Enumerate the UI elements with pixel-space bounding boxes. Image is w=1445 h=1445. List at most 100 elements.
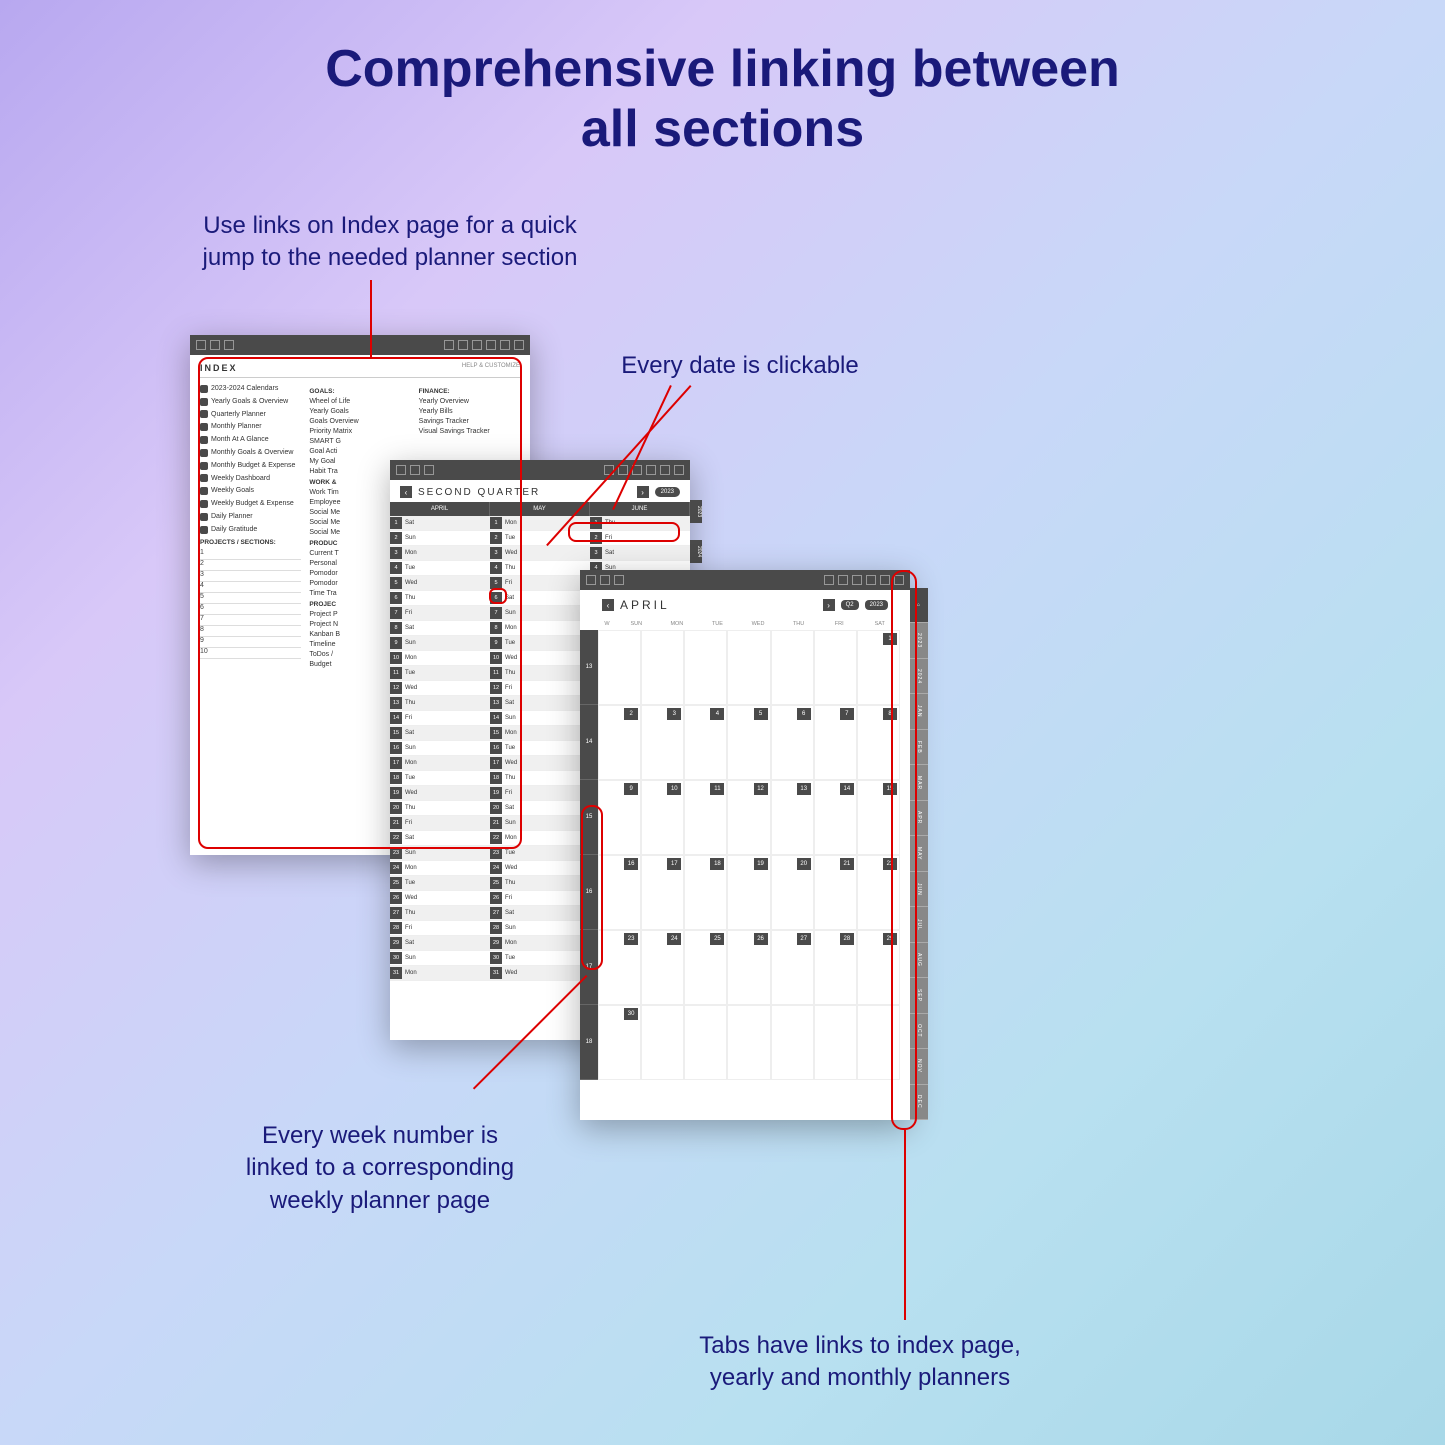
calendar-cell[interactable]: 27 (771, 930, 814, 1005)
calendar-cell[interactable] (771, 1005, 814, 1080)
day-link[interactable]: 13Thu (390, 696, 490, 711)
side-tab[interactable]: 2024 (910, 659, 928, 694)
day-link[interactable]: 21Sun (490, 816, 590, 831)
index-link[interactable]: Monthly Goals & Overview (200, 448, 301, 458)
calendar-cell[interactable]: 20 (771, 855, 814, 930)
calendar-cell[interactable]: 26 (727, 930, 770, 1005)
calendar-cell[interactable]: 1 (857, 630, 900, 705)
index-link[interactable]: Wheel of Life (309, 398, 410, 405)
day-link[interactable]: 27Thu (390, 906, 490, 921)
calendar-cell[interactable]: 18 (684, 855, 727, 930)
calendar-cell[interactable]: 8 (857, 705, 900, 780)
side-tab[interactable]: FEB (910, 730, 928, 765)
project-line[interactable]: 4 (200, 582, 301, 593)
day-link[interactable]: 31Mon (390, 966, 490, 981)
next-arrow[interactable]: › (637, 486, 649, 498)
day-link[interactable]: 20Thu (390, 801, 490, 816)
calendar-cell[interactable] (641, 630, 684, 705)
project-line[interactable]: 7 (200, 615, 301, 626)
week-number[interactable]: 13 (580, 630, 598, 705)
calendar-cell[interactable] (857, 1005, 900, 1080)
side-tab[interactable]: MAY (910, 836, 928, 871)
day-link[interactable]: 9Sun (390, 636, 490, 651)
calendar-cell[interactable] (814, 630, 857, 705)
day-link[interactable]: 22Sat (390, 831, 490, 846)
day-link[interactable]: 26Fri (490, 891, 590, 906)
month-header[interactable]: JUNE (590, 502, 690, 516)
side-tab[interactable]: 2023 (690, 500, 702, 523)
side-tab[interactable]: APR (910, 801, 928, 836)
day-link[interactable]: 6Thu (390, 591, 490, 606)
day-link[interactable]: 29Mon (490, 936, 590, 951)
calendar-cell[interactable] (727, 1005, 770, 1080)
side-tab[interactable]: DEC (910, 1085, 928, 1120)
calendar-cell[interactable] (727, 630, 770, 705)
day-link[interactable]: 2Fri (590, 531, 690, 546)
day-link[interactable]: 17Wed (490, 756, 590, 771)
day-link[interactable]: 11Thu (490, 666, 590, 681)
day-link[interactable]: 3Mon (390, 546, 490, 561)
calendar-cell[interactable]: 28 (814, 930, 857, 1005)
calendar-cell[interactable]: 10 (641, 780, 684, 855)
day-link[interactable]: 7Fri (390, 606, 490, 621)
help-link[interactable]: HELP & CUSTOMIZE (462, 363, 520, 373)
day-link[interactable]: 16Tue (490, 741, 590, 756)
calendar-cell[interactable]: 19 (727, 855, 770, 930)
project-line[interactable]: 3 (200, 571, 301, 582)
side-tab[interactable]: AUG (910, 943, 928, 978)
week-number[interactable]: 16 (580, 855, 598, 930)
year-badge[interactable]: 2023 (865, 600, 888, 610)
project-line[interactable]: 1 (200, 549, 301, 560)
quarter-badge[interactable]: Q2 (841, 600, 859, 610)
index-link[interactable]: Quarterly Planner (200, 410, 301, 420)
month-header[interactable]: APRIL (390, 502, 490, 516)
index-link[interactable]: SMART G (309, 438, 410, 445)
week-number[interactable]: 17 (580, 930, 598, 1005)
index-link[interactable]: Goals Overview (309, 418, 410, 425)
index-link[interactable]: Goal Acti (309, 448, 410, 455)
day-link[interactable]: 18Thu (490, 771, 590, 786)
calendar-cell[interactable]: 6 (771, 705, 814, 780)
day-link[interactable]: 19Wed (390, 786, 490, 801)
day-link[interactable]: 30Sun (390, 951, 490, 966)
index-link[interactable]: Visual Savings Tracker (419, 428, 520, 435)
calendar-cell[interactable]: 5 (727, 705, 770, 780)
day-link[interactable]: 24Wed (490, 861, 590, 876)
day-link[interactable]: 3Sat (590, 546, 690, 561)
calendar-cell[interactable]: 3 (641, 705, 684, 780)
day-link[interactable]: 20Sat (490, 801, 590, 816)
day-link[interactable]: 23Sun (390, 846, 490, 861)
day-link[interactable]: 1Thu (590, 516, 690, 531)
year-badge[interactable]: 2023 (655, 487, 680, 497)
index-link[interactable]: Month At A Glance (200, 435, 301, 445)
day-link[interactable]: 12Wed (390, 681, 490, 696)
calendar-cell[interactable] (641, 1005, 684, 1080)
index-link[interactable]: Yearly Bills (419, 408, 520, 415)
index-link[interactable]: Daily Gratitude (200, 525, 301, 535)
calendar-cell[interactable] (814, 1005, 857, 1080)
index-link[interactable]: Weekly Budget & Expense (200, 499, 301, 509)
day-link[interactable]: 17Mon (390, 756, 490, 771)
day-link[interactable]: 15Sat (390, 726, 490, 741)
day-link[interactable]: 4Thu (490, 561, 590, 576)
day-link[interactable]: 28Sun (490, 921, 590, 936)
project-line[interactable]: 6 (200, 604, 301, 615)
day-link[interactable]: 24Mon (390, 861, 490, 876)
day-link[interactable]: 13Sat (490, 696, 590, 711)
day-link[interactable]: 1Mon (490, 516, 590, 531)
side-tab[interactable]: JAN (910, 694, 928, 729)
side-tab[interactable]: JUL (910, 907, 928, 942)
day-link[interactable]: 26Wed (390, 891, 490, 906)
day-link[interactable]: 10Wed (490, 651, 590, 666)
day-link[interactable]: 8Sat (390, 621, 490, 636)
calendar-cell[interactable]: 13 (771, 780, 814, 855)
side-tab[interactable]: SEP (910, 978, 928, 1013)
side-tab[interactable]: MAR (910, 765, 928, 800)
project-line[interactable]: 5 (200, 593, 301, 604)
day-link[interactable]: 15Mon (490, 726, 590, 741)
calendar-cell[interactable]: 11 (684, 780, 727, 855)
day-link[interactable]: 25Tue (390, 876, 490, 891)
project-line[interactable]: 8 (200, 626, 301, 637)
index-link[interactable]: Yearly Goals (309, 408, 410, 415)
project-line[interactable]: 2 (200, 560, 301, 571)
